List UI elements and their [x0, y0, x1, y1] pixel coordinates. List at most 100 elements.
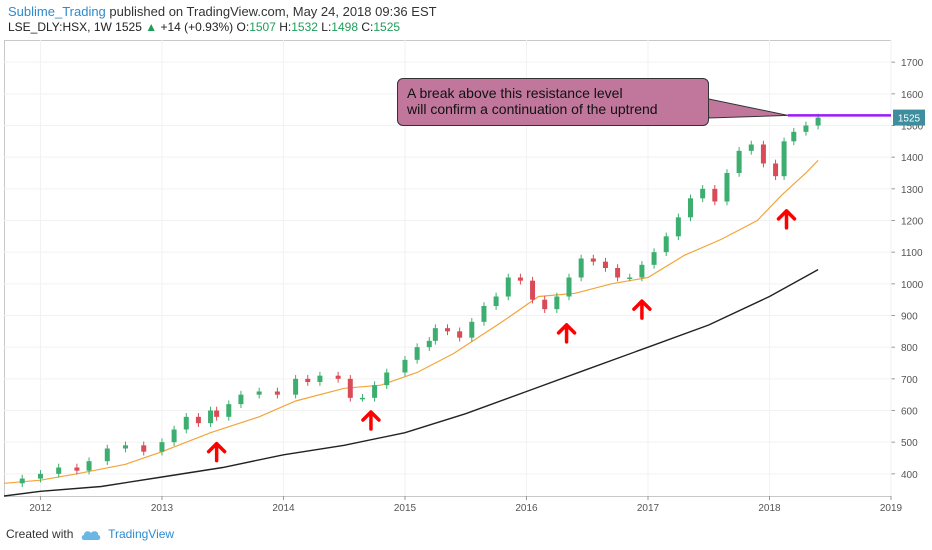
ohlc-line: LSE_DLY:HSX, 1W 1525 ▲ +14 (+0.93%) O:15… [8, 20, 400, 34]
candle-body [530, 280, 536, 300]
candle-body [372, 385, 378, 398]
candle-body [736, 150, 742, 173]
candle-body [675, 217, 681, 237]
y-tick-label: 1100 [901, 248, 923, 259]
candle-body [700, 188, 706, 199]
candle-body [457, 331, 463, 338]
moving-average-short-line [3, 159, 819, 484]
candle-body [74, 467, 80, 471]
candle-body [481, 306, 487, 322]
candle-body [86, 461, 92, 471]
high-value: 1532 [291, 20, 318, 34]
last-price-tag [893, 109, 925, 126]
candle-body [195, 416, 201, 424]
y-tick-label: 700 [901, 375, 918, 386]
candle-body [214, 410, 220, 417]
candle-body [815, 117, 821, 126]
candle-body [256, 391, 262, 395]
candle-body [123, 445, 129, 449]
candle-body [208, 410, 214, 424]
candle-body [773, 163, 779, 177]
candle-body [159, 442, 165, 452]
candle-body [590, 258, 596, 262]
moving-average-long-line [3, 268, 819, 497]
candle-body [414, 347, 420, 360]
y-tick-label: 1300 [901, 185, 924, 196]
candle-body [554, 296, 560, 310]
candle-body [724, 173, 730, 202]
x-tick-label: 2016 [515, 503, 538, 514]
candle-body [712, 188, 718, 202]
chart-frame: 400 500 600 700 800 900 1000 1100 1200 1300 1400 15… [3, 40, 930, 517]
candle-body [688, 198, 694, 218]
candle-body [505, 277, 511, 297]
low-label: L: [321, 20, 332, 34]
y-tick-label: 1700 [901, 58, 924, 69]
candle-body [317, 375, 323, 382]
candle-body [803, 125, 809, 132]
candle-body [226, 404, 232, 417]
candle-body [426, 340, 432, 348]
candle-body [274, 391, 280, 395]
candle-body [651, 252, 657, 265]
callout-line-2: will confirm a continuation of the uptre… [407, 101, 658, 117]
open-value: 1507 [249, 20, 276, 34]
created-with-text: Created with [6, 527, 74, 541]
candle-body [781, 141, 787, 177]
callout-line-1: A break above this resistance level [407, 85, 623, 101]
price-chart[interactable]: 400 500 600 700 800 900 1000 1100 1200 1300 1400 15… [3, 40, 930, 517]
candle-body [445, 328, 450, 332]
x-tick-label: 2017 [637, 503, 660, 514]
x-tick-label: 2014 [272, 503, 295, 514]
candle-body [602, 261, 608, 268]
candle-body [578, 258, 584, 278]
candle-body [615, 268, 621, 278]
candle-body [402, 359, 408, 373]
candle-body [639, 264, 645, 278]
tradingview-cloud-icon [81, 531, 100, 540]
author-link[interactable]: Sublime_Trading [8, 4, 106, 19]
candle-body [748, 144, 754, 151]
footer: Created with TradingView [6, 527, 174, 541]
y-tick-label: 800 [901, 343, 918, 354]
change-value: +14 (+0.93%) [160, 20, 234, 34]
x-tick-label: 2015 [394, 503, 417, 514]
x-tick-label: 2019 [880, 503, 903, 514]
y-tick-label: 600 [901, 407, 918, 418]
published-text: published on TradingView.com, May 24, 20… [109, 4, 437, 19]
y-tick-label: 1200 [901, 217, 924, 228]
candle-body [293, 378, 299, 395]
triangle-up-icon: ▲ [145, 20, 158, 34]
x-tick-label: 2012 [29, 503, 52, 514]
close-label: C: [361, 20, 374, 34]
y-tick-label: 400 [901, 470, 918, 481]
close-value: 1525 [373, 20, 401, 34]
candle-body [335, 375, 341, 379]
resistance-callout: A break above this resistance level will… [397, 78, 709, 126]
arrow-up-icon [632, 299, 652, 320]
candle-body [627, 277, 633, 279]
x-tick-label: 2013 [151, 503, 174, 514]
candle-body [347, 378, 353, 398]
open-label: O: [236, 20, 250, 34]
tradingview-brand-link[interactable]: TradingView [108, 527, 175, 541]
candle-body [493, 296, 499, 306]
x-tick-label: 2018 [758, 503, 781, 514]
y-tick-label: 1600 [901, 90, 924, 101]
candle-body [183, 416, 189, 430]
candle-body [791, 131, 797, 142]
arrow-up-icon [776, 209, 797, 230]
last-price-tag-label: 1525 [898, 114, 921, 125]
candle-body [19, 478, 25, 484]
y-tick-label: 500 [901, 438, 918, 449]
candle-body [359, 397, 365, 400]
candle-body [432, 328, 438, 341]
y-tick-label: 1500 [901, 122, 924, 133]
candle-body [171, 429, 177, 443]
candle-body [542, 299, 548, 310]
candle-body [305, 378, 311, 382]
high-label: H: [279, 20, 292, 34]
candle-body [517, 277, 523, 281]
publish-line: Sublime_Trading published on TradingView… [8, 4, 437, 19]
candle-body [37, 473, 43, 479]
